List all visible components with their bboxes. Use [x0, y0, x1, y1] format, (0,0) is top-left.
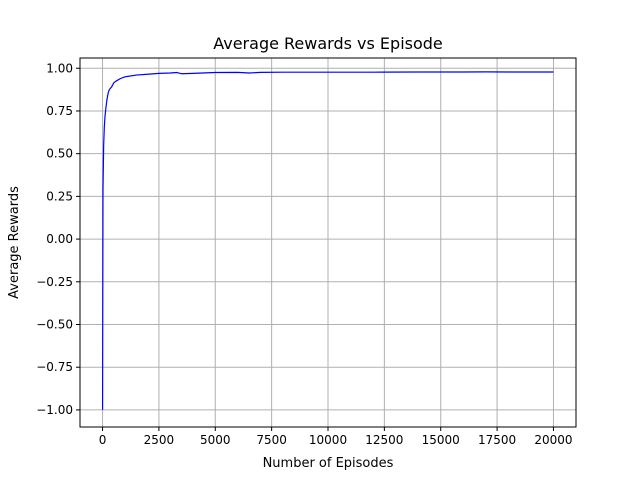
x-tick-label: 2500: [144, 433, 175, 447]
series-line: [101, 71, 554, 410]
y-tick-label: 0.50: [46, 147, 73, 161]
y-tick-label: −0.75: [36, 360, 73, 374]
x-tick-label: 17500: [478, 433, 516, 447]
y-tick-label: −0.50: [36, 318, 73, 332]
y-axis-ticks: −1.00 −0.75 −0.50 −0.25 0.00 0.25 0.50 0.75 1.00: [36, 61, 80, 417]
y-tick-label: 0.25: [46, 189, 73, 203]
y-tick-label: −1.00: [36, 403, 73, 417]
x-tick-label: 12500: [365, 433, 403, 447]
x-axis-label: Number of Episodes: [263, 456, 394, 471]
y-axis-label: Average Rewards: [7, 186, 22, 299]
x-tick-label: 10000: [309, 433, 347, 447]
x-tick-label: 7500: [256, 433, 287, 447]
x-axis-ticks: 0 2500 5000 7500 10000 12500 15000 17500 20000: [99, 427, 573, 447]
series-layer: [101, 71, 554, 410]
x-tick-label: 0: [99, 433, 107, 447]
x-tick-label: 20000: [534, 433, 572, 447]
y-tick-label: 1.00: [46, 61, 73, 75]
y-tick-label: −0.25: [36, 275, 73, 289]
grid: [80, 58, 576, 427]
x-tick-label: 15000: [422, 433, 460, 447]
y-tick-label: 0.00: [46, 232, 73, 246]
chart-title: Average Rewards vs Episode: [213, 34, 443, 53]
x-tick-label: 5000: [200, 433, 231, 447]
y-tick-label: 0.75: [46, 104, 73, 118]
